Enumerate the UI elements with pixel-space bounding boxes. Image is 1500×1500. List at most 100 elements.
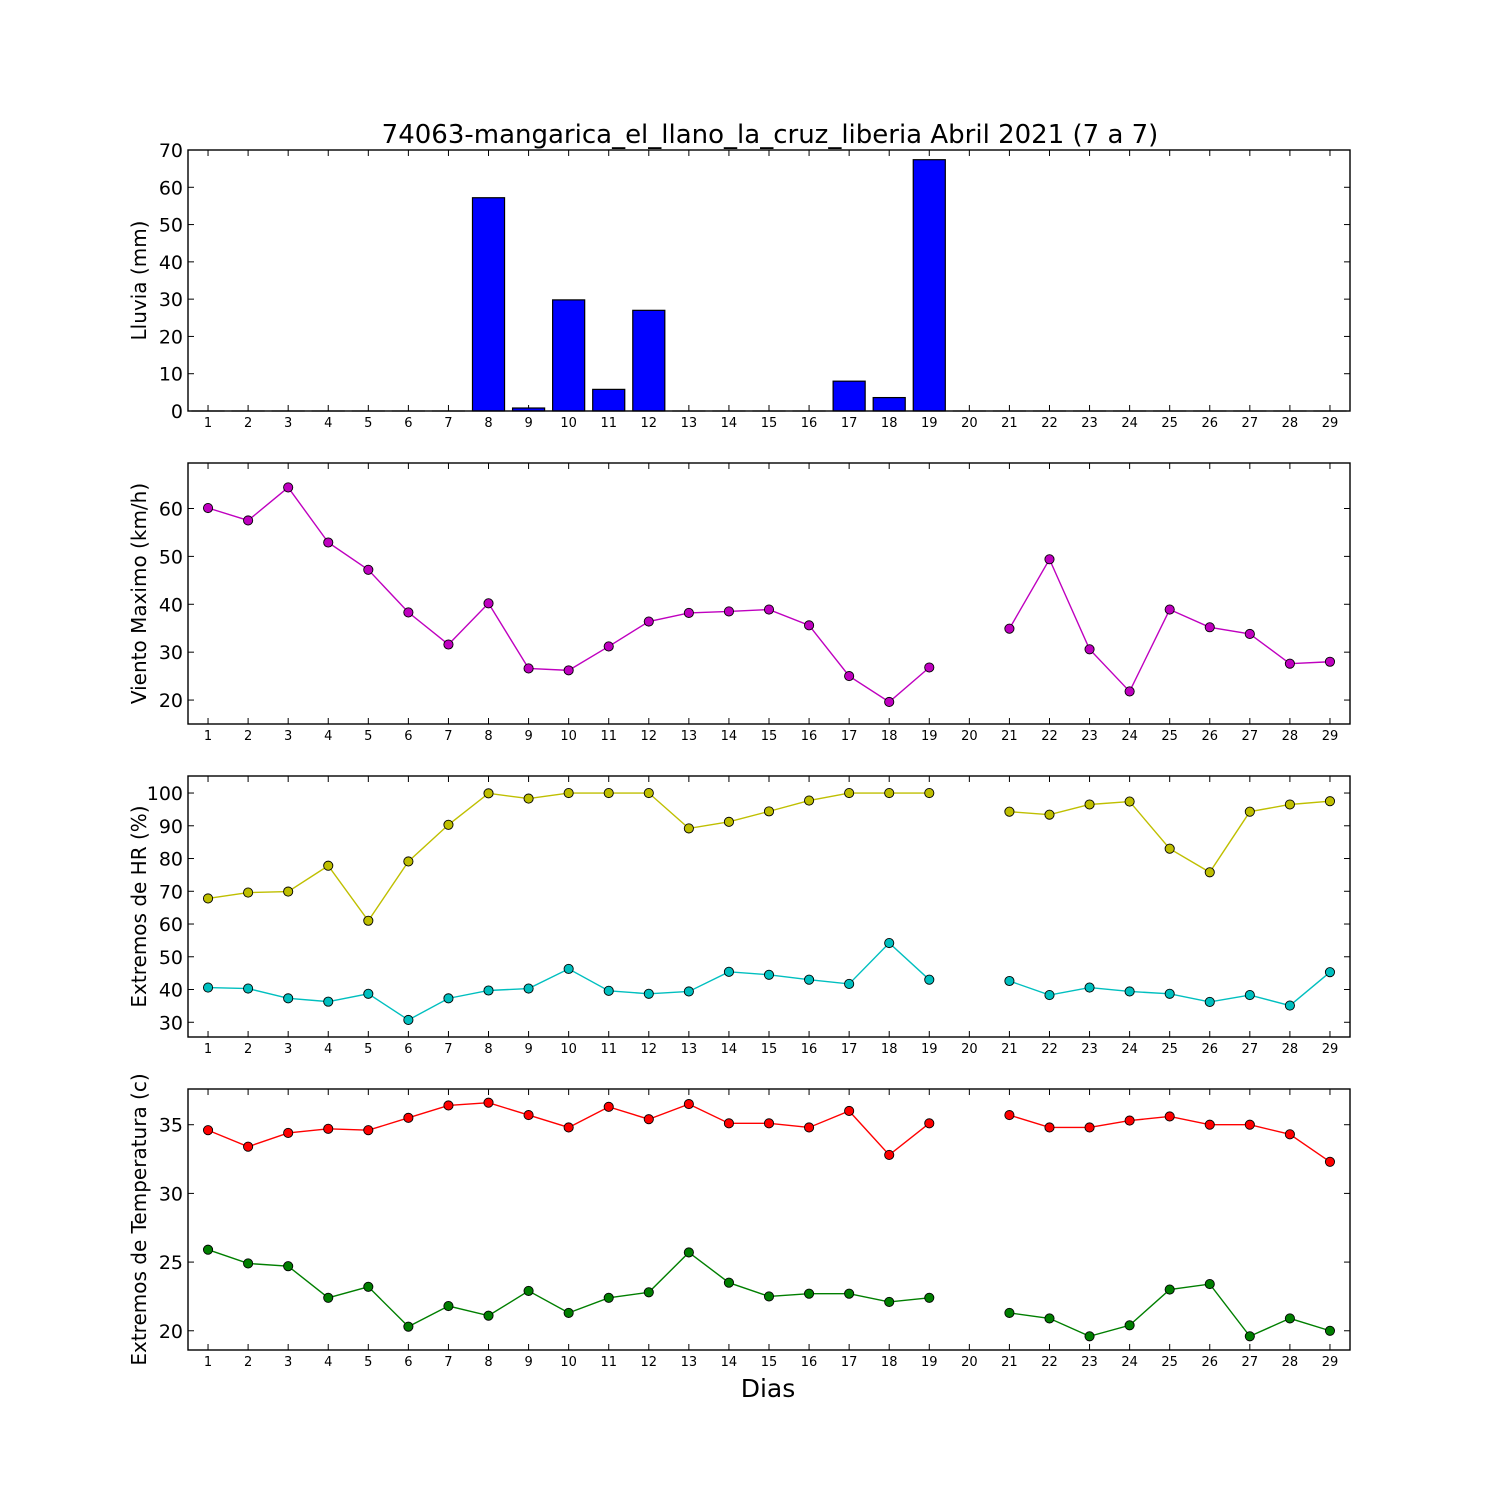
x-tick-label: 7 [444, 1355, 452, 1370]
data-point [1044, 809, 1055, 820]
x-tick-label: 6 [404, 1042, 412, 1057]
data-point [1284, 1313, 1295, 1324]
x-tick-label: 27 [1242, 1042, 1259, 1057]
data-point [283, 886, 294, 897]
data-point [483, 985, 494, 996]
x-tick-label: 6 [404, 1355, 412, 1370]
data-point [804, 620, 815, 631]
panels: 1 2 3 4 5 6 7 8 9 10 11 12 13 14 15 16 17 18 19 20 21 22 23 24 2… [127, 140, 1351, 1370]
series-line [207, 792, 930, 922]
data-point [924, 1118, 935, 1129]
data-point [363, 1281, 374, 1292]
y-axis-label: Extremos de HR (%) [127, 805, 151, 1007]
data-point [1044, 990, 1055, 1001]
bar [471, 197, 506, 412]
data-point [323, 860, 334, 871]
x-tick-label: 16 [801, 729, 818, 744]
data-point [1124, 1115, 1135, 1126]
y-axis-label: Extremos de Temperatura (c) [127, 1073, 151, 1365]
data-point [523, 983, 534, 994]
x-tick-label: 23 [1081, 1042, 1098, 1057]
data-point [202, 982, 214, 993]
x-tick-label: 11 [600, 416, 617, 431]
data-point [643, 1114, 654, 1125]
data-point [844, 1288, 855, 1299]
data-point [1164, 1284, 1175, 1295]
y-tick-label: 40 [159, 980, 183, 1002]
data-point [683, 823, 694, 834]
x-tick-label: 1 [204, 1355, 212, 1370]
plot-frame [187, 1088, 1351, 1351]
x-tick-label: 19 [921, 1042, 938, 1057]
y-tick-label: 30 [159, 1183, 183, 1205]
data-point [1324, 1156, 1336, 1167]
bar [552, 299, 586, 412]
data-point [1084, 1122, 1095, 1133]
data-point [323, 1292, 334, 1303]
y-tick-label: 50 [159, 947, 183, 969]
data-point [804, 1288, 815, 1299]
x-tick-label: 25 [1161, 1355, 1178, 1370]
y-tick-label: 40 [159, 252, 183, 274]
x-tick-label: 17 [841, 1355, 858, 1370]
x-tick-label: 18 [881, 1042, 898, 1057]
panel-wind: 1 2 3 4 5 6 7 8 9 10 11 12 13 14 15 16 17 18 19 20 21 22 23 24 2… [127, 462, 1351, 744]
data-point [363, 564, 374, 575]
data-point [443, 993, 454, 1004]
x-tick-label: 3 [284, 1042, 292, 1057]
data-point [403, 607, 414, 618]
x-tick-label: 5 [364, 1355, 372, 1370]
data-point [323, 996, 334, 1007]
data-point [443, 819, 454, 830]
data-point [1084, 799, 1095, 810]
x-tick-label: 12 [641, 1042, 658, 1057]
x-tick-label: 10 [560, 1042, 577, 1057]
data-point [1324, 1325, 1336, 1336]
y-tick-label: 90 [159, 816, 183, 838]
y-tick-label: 30 [159, 642, 183, 664]
x-tick-label: 26 [1201, 416, 1218, 431]
x-tick-label: 11 [600, 1355, 617, 1370]
x-tick-label: 14 [721, 416, 738, 431]
data-point [243, 1141, 254, 1152]
x-tick-label: 20 [961, 1355, 978, 1370]
data-point [563, 1122, 574, 1133]
data-point [1244, 990, 1255, 1001]
y-tick-label: 60 [159, 914, 183, 936]
data-point [603, 1292, 614, 1303]
x-tick-label: 18 [881, 416, 898, 431]
data-point [723, 966, 734, 977]
x-tick-label: 28 [1282, 416, 1299, 431]
data-point [603, 787, 614, 799]
data-point [1004, 975, 1015, 987]
data-point [1164, 843, 1175, 854]
data-point [763, 604, 775, 615]
data-point [643, 988, 654, 999]
series-line [208, 942, 930, 1021]
data-point [884, 787, 895, 799]
data-point [283, 1261, 294, 1272]
x-tick-label: 5 [364, 416, 372, 431]
data-point [1084, 644, 1095, 655]
x-tick-label: 17 [841, 1042, 858, 1057]
x-tick-label: 4 [324, 729, 332, 744]
data-point [403, 856, 414, 867]
data-point [1244, 806, 1255, 817]
data-point [523, 1285, 534, 1296]
data-point [363, 1125, 374, 1136]
x-tick-label: 8 [484, 416, 492, 431]
data-point [1324, 967, 1336, 978]
bar [912, 159, 946, 412]
data-point [723, 606, 734, 617]
x-tick-label: 4 [324, 1355, 332, 1370]
data-point [884, 1149, 895, 1160]
series-line [1008, 557, 1330, 693]
data-point [403, 1112, 414, 1123]
data-point [763, 806, 775, 817]
x-tick-label: 21 [1001, 1042, 1018, 1057]
data-point [202, 1125, 214, 1136]
x-tick-label: 18 [881, 1355, 898, 1370]
x-tick-label: 10 [560, 729, 577, 744]
x-tick-label: 16 [801, 416, 818, 431]
y-tick-label: 0 [171, 401, 183, 423]
